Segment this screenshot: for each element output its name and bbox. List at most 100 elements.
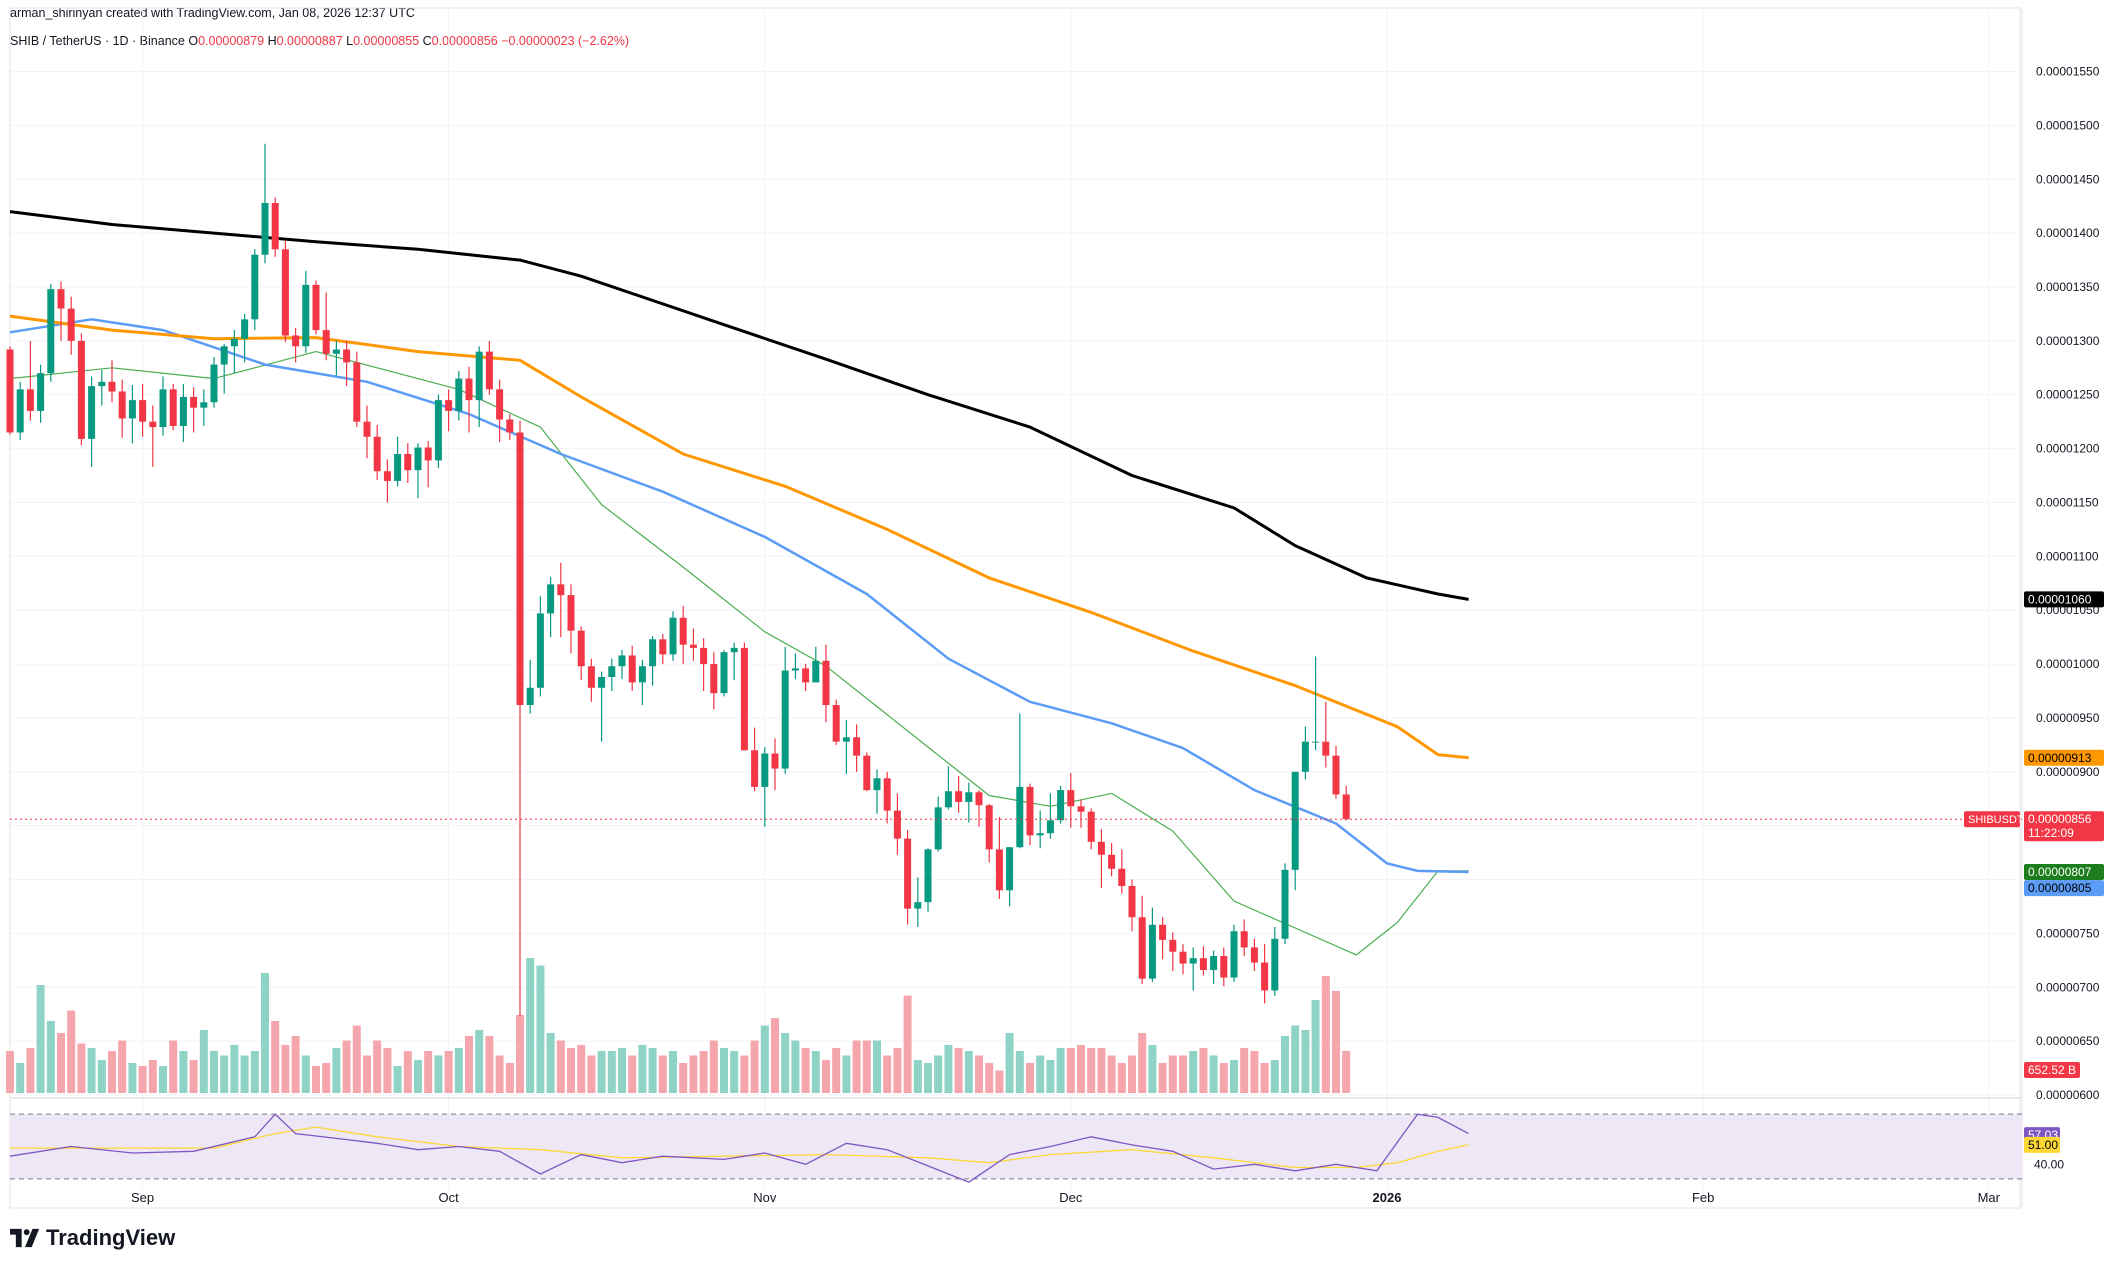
candle-body [394, 453, 402, 481]
candle-body [292, 335, 300, 347]
candle-body [740, 647, 748, 751]
volume-bar [577, 1045, 586, 1093]
volume-bar [291, 1036, 300, 1093]
candle-body [1087, 811, 1095, 842]
candle-body [577, 630, 585, 667]
candle-body [904, 838, 912, 909]
volume-bar [618, 1048, 626, 1093]
candle-body [1026, 786, 1034, 836]
volume-bar [648, 1048, 657, 1093]
volume-bar [373, 1040, 382, 1093]
price-tick-label: 0.00001500 [2036, 118, 2100, 132]
candle-body [1006, 847, 1014, 891]
tradingview-logo[interactable]: TradingView [10, 1225, 175, 1251]
symbol-name[interactable]: SHIB / TetherUS · 1D · Binance [10, 34, 185, 48]
candle-body [822, 660, 830, 706]
candle-body [1138, 917, 1146, 979]
volume-label: 652.52 B [2028, 1063, 2076, 1077]
volume-bar [903, 995, 912, 1093]
candle-body [302, 284, 310, 347]
volume-bar [16, 1063, 25, 1093]
candle-body [853, 737, 861, 756]
volume-bar [924, 1063, 932, 1093]
volume-bar [771, 1018, 779, 1093]
volume-bar [393, 1066, 402, 1093]
volume-bar [1097, 1048, 1106, 1093]
volume-bar [1117, 1063, 1126, 1093]
volume-bar [658, 1055, 667, 1093]
volume-bar [230, 1045, 239, 1093]
volume-bar [1250, 1051, 1259, 1093]
ma200-line [9, 210, 1469, 601]
candle-body [1301, 741, 1309, 772]
volume-bar [1219, 1063, 1228, 1093]
candle-body [914, 902, 922, 909]
price-label-box [2024, 863, 2104, 880]
candle-body [251, 254, 259, 320]
candle-body [108, 381, 116, 392]
candle-body [1342, 794, 1350, 820]
volume-bar [638, 1045, 647, 1093]
candle-body [965, 792, 973, 802]
price-tick-label: 0.00001300 [2036, 334, 2100, 348]
candle-body [985, 805, 993, 850]
ma50-line [9, 318, 1469, 874]
candle-body [608, 666, 616, 677]
volume-bar [822, 1060, 830, 1093]
time-axis-label: Mar [1978, 1190, 2001, 1205]
candle-body [618, 655, 626, 667]
volume-bar [760, 1025, 769, 1093]
price-tick-label: 0.00000750 [2036, 926, 2100, 940]
volume-bar [985, 1063, 994, 1093]
candle-body [179, 396, 187, 426]
candle-body [751, 750, 759, 787]
volume-bar [1077, 1045, 1085, 1093]
candle-body [1067, 790, 1075, 807]
volume-bar [699, 1051, 708, 1093]
volume-bar [36, 985, 45, 1093]
candle-body [475, 351, 483, 401]
volume-bar [1281, 1036, 1289, 1093]
price-label-text: 0.00000807 [2028, 865, 2092, 879]
candle-body [149, 421, 157, 428]
candle-body [689, 644, 697, 648]
volume-bar [179, 1051, 188, 1093]
volume-bar [1291, 1025, 1300, 1093]
candle-body [434, 400, 442, 461]
candle-body [67, 308, 75, 341]
volume-bar [403, 1051, 412, 1093]
volume-bar [944, 1045, 953, 1093]
time-axis-label: Nov [753, 1190, 777, 1205]
candle-body [353, 362, 361, 422]
volume-bar [1199, 1048, 1208, 1093]
volume-bar [199, 1030, 208, 1093]
candle-body [363, 421, 371, 437]
volume-bar [240, 1055, 249, 1093]
candle-body [812, 660, 820, 683]
volume-bar [97, 1060, 106, 1093]
candle-body [455, 378, 463, 411]
candle-body [1332, 755, 1340, 795]
volume-bar [679, 1063, 688, 1093]
candle-body [802, 668, 810, 683]
volume-bar [250, 1051, 259, 1093]
volume-bar [189, 1060, 198, 1093]
open-value: 0.00000879 [198, 34, 265, 48]
candle-body [220, 346, 228, 365]
volume-bar [169, 1040, 178, 1093]
candle-body [506, 419, 514, 433]
candle-body [1148, 924, 1156, 979]
volume-bar [852, 1040, 861, 1093]
candle-body [649, 639, 657, 667]
price-tick-label: 0.00000600 [2036, 1088, 2100, 1102]
candle-body [791, 668, 799, 671]
price-label-text: 0.00000856 [2028, 812, 2092, 826]
volume-bar [108, 1051, 116, 1093]
volume-bar [913, 1060, 922, 1093]
volume-bar [607, 1051, 616, 1093]
price-tick-label: 0.00001250 [2036, 388, 2100, 402]
candle-body [47, 289, 55, 374]
volume-bar [1138, 1033, 1147, 1093]
candle-body [873, 778, 881, 791]
